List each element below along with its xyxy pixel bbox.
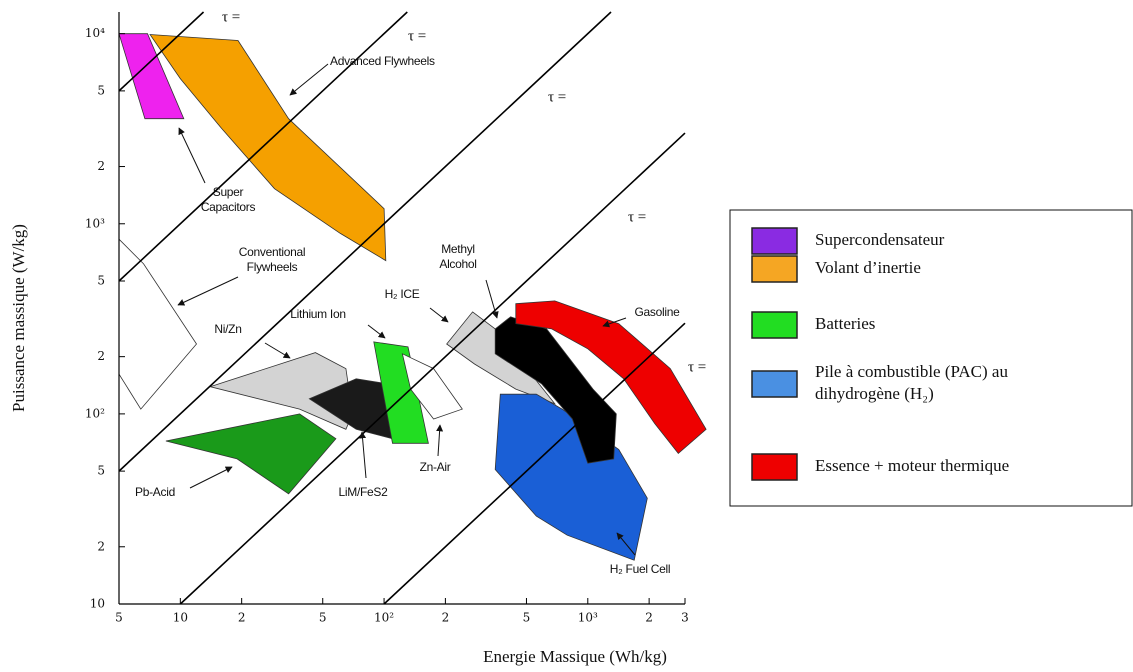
tau-line [118, 11, 612, 472]
region [149, 34, 387, 262]
tau-label: τ = [688, 359, 706, 375]
region [165, 413, 337, 495]
region [373, 341, 429, 444]
y-tick-label: 10² [85, 406, 105, 420]
annotation: Ni/Zn [214, 322, 241, 336]
legend-label: Batteries [815, 314, 875, 333]
annotation: Zn-Air [420, 460, 451, 474]
annotation-arrow [177, 276, 239, 306]
y-tick-label: 10³ [85, 216, 105, 230]
x-tick-label: 10 [173, 611, 188, 625]
annotation: Alcohol [439, 257, 476, 271]
tau-line [383, 322, 686, 605]
x-tick-label: 10³ [578, 611, 598, 625]
annotation-arrow [429, 307, 449, 323]
annotation: Pb-Acid [135, 485, 175, 499]
y-axis-label: Puissance massique (W/kg) [9, 224, 28, 412]
region [401, 353, 463, 420]
y-tick-label: 2 [97, 159, 105, 173]
x-tick-label: 2 [238, 611, 246, 625]
y-tick-label: 10 [90, 597, 105, 611]
legend-swatch [751, 227, 798, 255]
x-tick-label: 2 [645, 611, 653, 625]
legend-swatch [751, 311, 798, 339]
x-tick-label: 2 [442, 611, 450, 625]
tau-label: τ = [408, 28, 426, 44]
annotation-arrow [616, 532, 636, 556]
annotation-arrow [367, 324, 386, 339]
region [118, 33, 185, 120]
tau-line [118, 11, 408, 282]
legend-label: dihydrogène (H₂) [815, 384, 934, 403]
y-tick-label: 2 [97, 539, 105, 553]
annotation: Gasoline [635, 305, 681, 319]
annotation: H₂ ICE [385, 287, 420, 301]
annotation: Capacitors [201, 200, 256, 214]
annotation: Super [213, 185, 244, 199]
tau-line [118, 11, 205, 92]
annotation-arrow [289, 63, 329, 96]
annotation: Conventional [239, 245, 305, 259]
legend-label: Pile à combustible (PAC) au [815, 362, 1008, 381]
legend-label: Supercondensateur [815, 230, 945, 249]
x-tick-label: 3 [681, 611, 689, 625]
annotation-arrow [359, 431, 367, 479]
y-tick-label: 5 [97, 83, 105, 97]
x-tick-label: 5 [115, 611, 123, 625]
annotation-arrow [602, 317, 627, 328]
annotation-arrow [264, 342, 291, 359]
annotation-arrow [436, 424, 444, 457]
annotation-arrow [485, 279, 499, 319]
tau-line [179, 132, 686, 605]
annotation-arrow [178, 127, 206, 184]
y-tick-label: 2 [97, 349, 105, 363]
legend-swatch [751, 370, 798, 398]
x-tick-label: 5 [523, 611, 531, 625]
annotation: Lithium Ion [290, 307, 345, 321]
annotation-arrow [189, 466, 233, 489]
legend-swatch [751, 255, 798, 283]
annotation: LiM/FeS2 [339, 485, 389, 499]
y-tick-label: 5 [97, 464, 105, 478]
y-tick-label: 5 [97, 274, 105, 288]
region [515, 300, 707, 454]
annotation: Methyl [441, 242, 475, 256]
annotation: Advanced Flywheels [330, 54, 435, 68]
x-tick-label: 10² [374, 611, 394, 625]
tau-label: τ = [222, 9, 240, 25]
tau-label: τ = [548, 89, 566, 105]
annotation: Flywheels [247, 260, 298, 274]
legend-swatch [751, 453, 798, 481]
region [118, 238, 197, 410]
region [494, 393, 648, 561]
tau-label: τ = [628, 209, 646, 225]
y-tick-label: 10⁴ [85, 26, 105, 40]
annotation: H₂ Fuel Cell [610, 562, 670, 576]
x-axis-label: Energie Massique (Wh/kg) [483, 647, 667, 666]
legend-label: Volant d’inertie [815, 258, 921, 277]
legend-label: Essence + moteur thermique [815, 456, 1009, 475]
x-tick-label: 5 [319, 611, 327, 625]
